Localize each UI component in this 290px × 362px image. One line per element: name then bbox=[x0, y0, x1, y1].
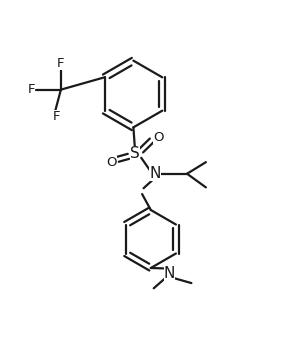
Text: N: N bbox=[149, 166, 161, 181]
Text: O: O bbox=[153, 131, 163, 144]
Text: S: S bbox=[130, 146, 140, 161]
Text: N: N bbox=[164, 266, 175, 281]
Text: F: F bbox=[57, 57, 65, 70]
Text: F: F bbox=[53, 110, 60, 123]
Text: F: F bbox=[27, 83, 35, 96]
Text: O: O bbox=[106, 156, 117, 169]
